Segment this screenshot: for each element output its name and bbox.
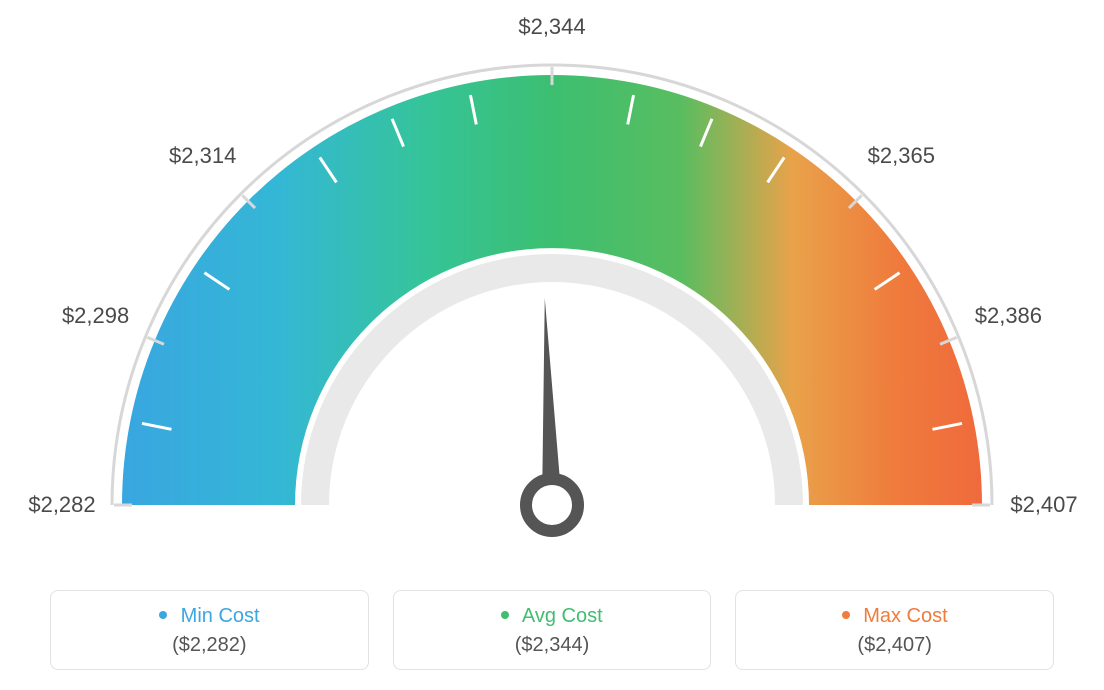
avg-cost-dot-icon: [501, 611, 509, 619]
avg-cost-title: Avg Cost: [404, 605, 701, 628]
avg-cost-title-text: Avg Cost: [522, 605, 603, 627]
gauge-tick-label: $2,282: [28, 492, 95, 518]
avg-cost-value: ($2,344): [404, 634, 701, 657]
min-cost-value: ($2,282): [61, 634, 358, 657]
max-cost-value: ($2,407): [746, 634, 1043, 657]
min-cost-title-text: Min Cost: [181, 605, 260, 627]
max-cost-dot-icon: [842, 611, 850, 619]
gauge-tick-label: $2,365: [868, 143, 935, 169]
gauge-svg: [0, 0, 1104, 560]
gauge-tick-label: $2,386: [975, 303, 1042, 329]
gauge-tick-label: $2,344: [518, 14, 585, 40]
summary-cards: Min Cost ($2,282) Avg Cost ($2,344) Max …: [0, 590, 1104, 670]
gauge-tick-label: $2,298: [62, 303, 129, 329]
max-cost-title-text: Max Cost: [863, 605, 947, 627]
min-cost-title: Min Cost: [61, 605, 358, 628]
avg-cost-card: Avg Cost ($2,344): [393, 590, 712, 670]
gauge-tick-label: $2,407: [1010, 492, 1077, 518]
max-cost-card: Max Cost ($2,407): [735, 590, 1054, 670]
min-cost-card: Min Cost ($2,282): [50, 590, 369, 670]
min-cost-dot-icon: [159, 611, 167, 619]
gauge-tick-label: $2,314: [169, 143, 236, 169]
max-cost-title: Max Cost: [746, 605, 1043, 628]
gauge-chart: $2,282 $2,298 $2,314 $2,344 $2,365 $2,386 $2,4…: [0, 0, 1104, 560]
